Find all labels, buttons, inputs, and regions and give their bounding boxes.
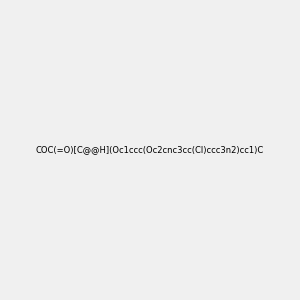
- Text: COC(=O)[C@@H](Oc1ccc(Oc2cnc3cc(Cl)ccc3n2)cc1)C: COC(=O)[C@@H](Oc1ccc(Oc2cnc3cc(Cl)ccc3n2…: [36, 146, 264, 154]
